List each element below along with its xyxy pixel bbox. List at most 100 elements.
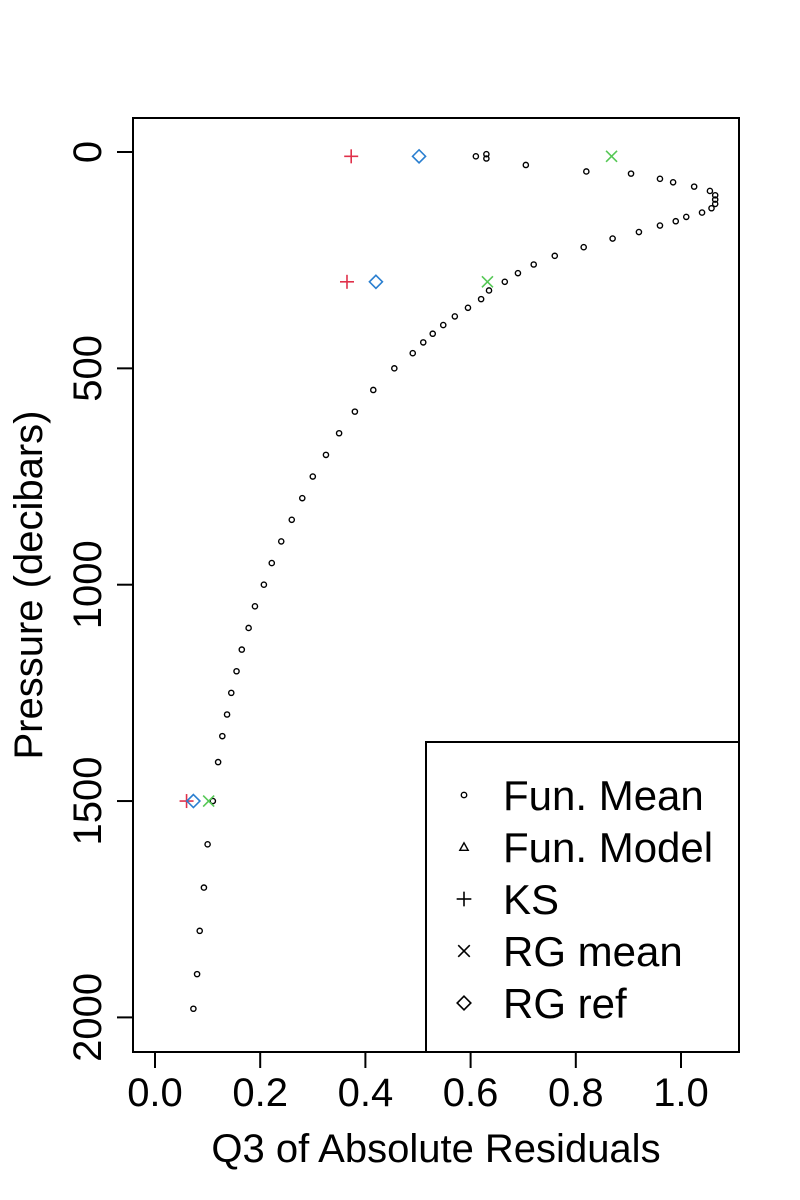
- data-point: [483, 150, 490, 158]
- data-point: [690, 183, 698, 190]
- data-point: [656, 175, 664, 183]
- data-point: [223, 711, 231, 718]
- data-point: [501, 278, 509, 286]
- legend-item: Fun. Model: [458, 824, 713, 871]
- data-point: [196, 927, 204, 935]
- data-point: [344, 149, 359, 164]
- data-point: [635, 228, 643, 236]
- data-point: [583, 168, 590, 175]
- data-point: [481, 275, 494, 288]
- x-axis-title: Q3 of Absolute Residuals: [211, 1127, 660, 1171]
- x-tick-label: 0.2: [232, 1071, 288, 1115]
- data-point: [238, 646, 246, 653]
- data-point: [190, 1005, 197, 1013]
- data-point: [485, 287, 493, 294]
- series-rg-mean: [202, 150, 618, 808]
- data-point: [419, 339, 427, 346]
- data-point: [233, 667, 240, 675]
- data-point: [627, 170, 635, 177]
- data-point: [193, 970, 201, 978]
- data-point: [339, 274, 354, 289]
- data-point: [185, 793, 202, 809]
- y-tick-label: 1500: [66, 757, 110, 846]
- data-point: [706, 187, 714, 195]
- x-axis: 0.0 0.2 0.4 0.6 0.8 1.0: [127, 1051, 709, 1115]
- x-tick-label: 1.0: [653, 1071, 709, 1115]
- series-rg-ref: [185, 148, 427, 809]
- data-point: [251, 603, 259, 610]
- data-point: [439, 321, 447, 329]
- data-point: [711, 196, 719, 203]
- x-tick-label: 0.8: [548, 1071, 604, 1115]
- data-point: [200, 884, 208, 891]
- y-tick-label: 500: [66, 335, 110, 402]
- data-point: [698, 209, 706, 216]
- data-point: [209, 797, 217, 805]
- data-point: [609, 235, 616, 242]
- data-point: [669, 178, 677, 186]
- data-point: [288, 516, 296, 524]
- x-tick-label: 0.6: [443, 1071, 499, 1115]
- data-point: [580, 243, 587, 251]
- data-point: [656, 222, 664, 229]
- data-point: [369, 386, 377, 394]
- data-point: [204, 841, 211, 848]
- data-point: [451, 313, 459, 320]
- y-axis-title: Pressure (decibars): [7, 410, 51, 759]
- data-point: [351, 408, 359, 415]
- data-point: [298, 494, 306, 502]
- data-point: [672, 217, 680, 225]
- data-point: [214, 758, 222, 766]
- y-tick-label: 0: [66, 141, 110, 163]
- x-tick-label: 0.0: [127, 1071, 183, 1115]
- data-point: [477, 295, 485, 303]
- data-point: [411, 148, 427, 164]
- legend-label: Fun. Model: [503, 824, 713, 871]
- legend-marker: [456, 995, 472, 1011]
- data-point: [368, 274, 384, 290]
- data-point: [429, 330, 437, 338]
- data-point: [202, 794, 215, 808]
- data-point: [219, 732, 226, 740]
- data-point: [530, 261, 538, 268]
- series-ks: [179, 149, 359, 809]
- legend-marker: [457, 944, 471, 958]
- legend-item: RG mean: [457, 928, 683, 975]
- legend-label: KS: [503, 876, 559, 923]
- data-point: [708, 204, 715, 212]
- data-point: [227, 689, 235, 697]
- series-fun-mean: [190, 150, 719, 1013]
- legend-item: KS: [456, 876, 559, 923]
- data-point: [322, 451, 330, 459]
- data-point: [409, 349, 417, 357]
- data-point: [472, 153, 480, 160]
- data-point: [391, 365, 398, 372]
- data-point: [260, 581, 268, 589]
- data-point: [551, 252, 559, 260]
- data-point: [268, 559, 276, 567]
- data-points: [179, 148, 719, 1013]
- legend: Fun. Mean Fun. Model KS RG mean RG ref: [425, 741, 740, 1053]
- data-point: [277, 538, 285, 545]
- legend-label: RG ref: [503, 980, 627, 1027]
- data-point: [711, 191, 719, 199]
- y-tick-label: 1000: [66, 540, 110, 629]
- data-point: [309, 473, 317, 480]
- data-point: [514, 269, 522, 277]
- y-axis: 0 500 1000 1500 2000: [66, 141, 134, 1062]
- data-point: [335, 429, 343, 437]
- legend-box: [425, 741, 740, 1053]
- data-point: [605, 150, 618, 163]
- legend-label: RG mean: [503, 928, 683, 975]
- legend-marker: [456, 891, 472, 907]
- x-tick-label: 0.4: [338, 1071, 394, 1115]
- legend-label: Fun. Mean: [503, 772, 704, 819]
- legend-item: Fun. Mean: [460, 772, 704, 819]
- data-point: [522, 161, 530, 169]
- data-point: [711, 200, 719, 208]
- legend-marker: [460, 791, 468, 799]
- y-tick-label: 2000: [66, 973, 110, 1062]
- data-point: [682, 213, 690, 221]
- data-point: [245, 624, 252, 632]
